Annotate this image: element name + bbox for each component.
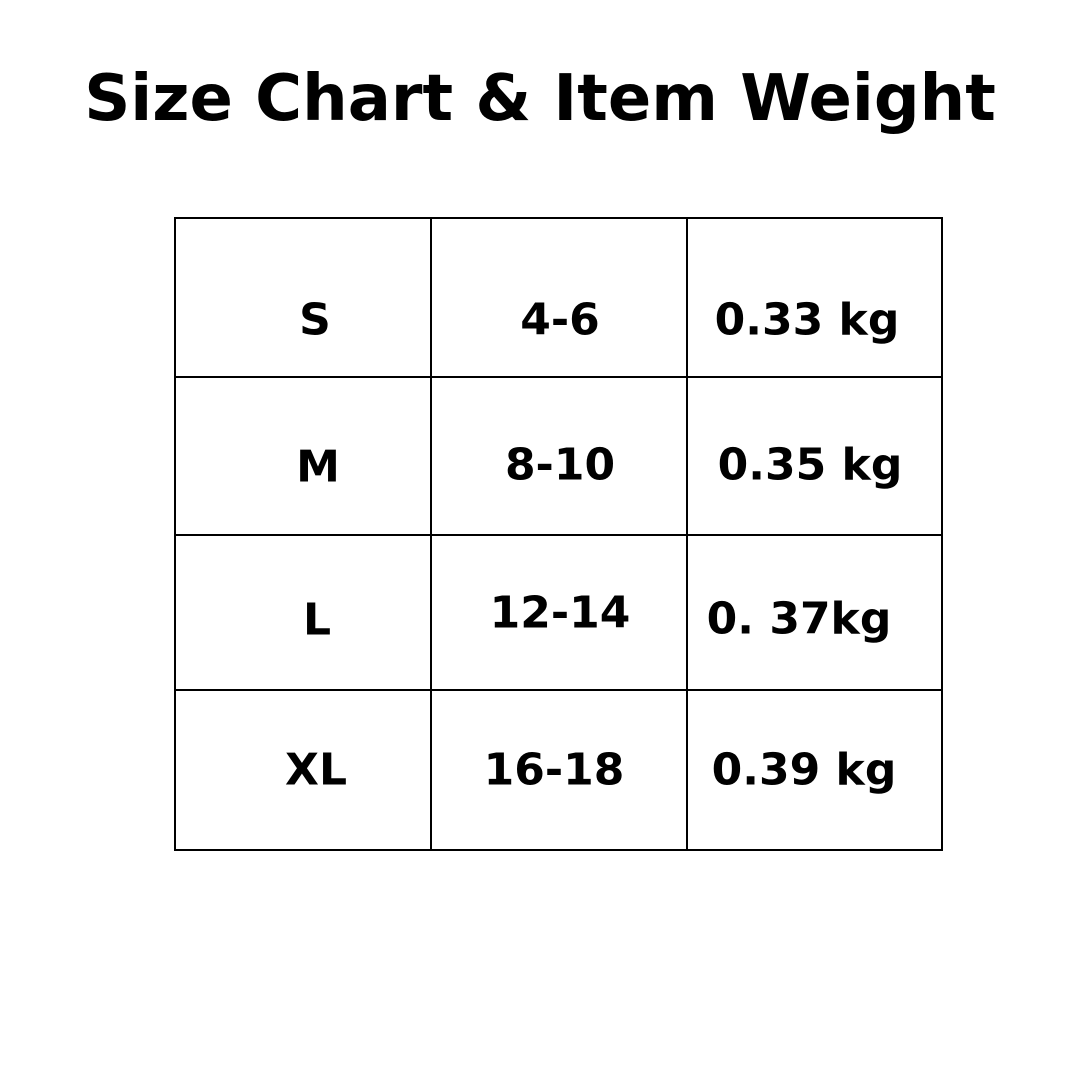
row-divider bbox=[176, 689, 941, 691]
weight-cell: 0. 37kg bbox=[706, 593, 892, 645]
range-cell: 12-14 bbox=[489, 587, 631, 639]
size-cell: L bbox=[302, 594, 332, 646]
range-cell: 16-18 bbox=[483, 744, 625, 796]
size-cell: M bbox=[296, 441, 340, 493]
size-chart-table: S 4-6 0.33 kg M 8-10 0.35 kg L 12-14 0. … bbox=[174, 217, 943, 851]
weight-cell: 0.39 kg bbox=[711, 744, 897, 796]
size-cell: XL bbox=[285, 744, 347, 796]
weight-cell: 0.33 kg bbox=[714, 294, 900, 346]
row-divider bbox=[176, 534, 941, 536]
range-cell: 4-6 bbox=[520, 294, 600, 346]
page-title: Size Chart & Item Weight bbox=[84, 62, 996, 136]
row-divider bbox=[176, 376, 941, 378]
size-cell: S bbox=[299, 294, 331, 346]
range-cell: 8-10 bbox=[504, 439, 616, 491]
weight-cell: 0.35 kg bbox=[717, 439, 903, 491]
